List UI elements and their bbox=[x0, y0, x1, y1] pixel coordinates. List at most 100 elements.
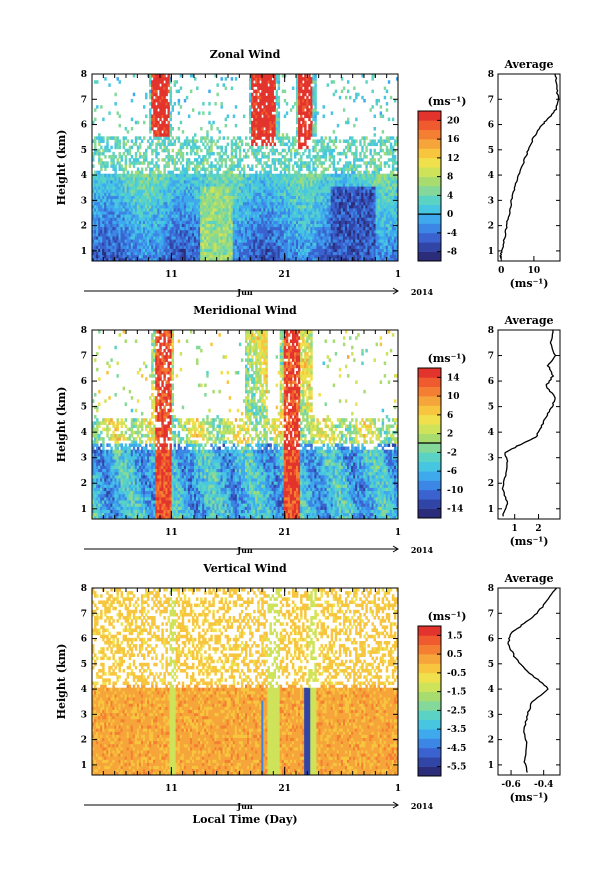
heatmap-cell bbox=[167, 126, 170, 131]
heatmap-cell bbox=[314, 86, 317, 90]
heatmap-cell bbox=[324, 173, 327, 178]
heatmap-cell bbox=[257, 248, 260, 253]
heatmap-cell bbox=[100, 257, 103, 261]
heatmap-cell bbox=[251, 80, 254, 84]
heatmap-cell bbox=[306, 189, 309, 193]
heatmap-cell bbox=[234, 179, 238, 184]
heatmap-cell bbox=[92, 248, 95, 253]
heatmap-cell bbox=[287, 167, 291, 172]
heatmap-cell bbox=[102, 151, 105, 156]
heatmap-cell bbox=[173, 223, 177, 228]
heatmap-cell bbox=[163, 77, 166, 81]
heatmap-cell bbox=[177, 217, 181, 221]
heatmap-cell bbox=[306, 130, 309, 134]
heatmap-cell bbox=[230, 236, 234, 240]
heatmap-cell bbox=[269, 251, 272, 256]
heatmap-cell bbox=[312, 145, 315, 150]
heatmap-cell bbox=[163, 204, 166, 209]
heatmap-cell bbox=[338, 198, 342, 203]
heatmap-cell bbox=[130, 214, 134, 218]
heatmap-cell bbox=[183, 179, 187, 184]
heatmap-cell bbox=[100, 236, 103, 240]
heatmap-cell bbox=[94, 239, 97, 243]
heatmap-cell bbox=[281, 198, 285, 203]
heatmap-cell bbox=[287, 201, 291, 206]
heatmap-cell bbox=[314, 236, 317, 240]
heatmap-cell bbox=[234, 220, 238, 224]
heatmap-cell bbox=[322, 208, 325, 212]
heatmap-cell bbox=[257, 173, 260, 178]
heatmap-cell bbox=[138, 183, 142, 187]
heatmap-cell bbox=[300, 77, 303, 81]
heatmap-cell bbox=[122, 167, 126, 172]
heatmap-cell bbox=[328, 226, 332, 231]
heatmap-cell bbox=[98, 170, 101, 175]
heatmap-cell bbox=[212, 257, 215, 261]
heatmap-cell bbox=[275, 257, 279, 261]
heatmap-cell bbox=[149, 220, 152, 224]
heatmap-cell bbox=[261, 108, 264, 112]
heatmap-cell bbox=[242, 204, 246, 209]
heatmap-cell bbox=[155, 77, 158, 81]
heatmap-cell bbox=[149, 239, 152, 243]
heatmap-cell bbox=[318, 155, 321, 159]
heatmap-cell bbox=[179, 173, 183, 178]
heatmap-cell bbox=[171, 251, 174, 256]
heatmap-cell bbox=[161, 198, 164, 203]
heatmap-cell bbox=[308, 117, 311, 122]
heatmap-cell bbox=[194, 195, 197, 200]
heatmap-cell bbox=[112, 245, 115, 249]
heatmap-cell bbox=[208, 186, 211, 190]
heatmap-cell bbox=[128, 236, 132, 240]
heatmap-cell bbox=[277, 195, 281, 200]
heatmap-cell bbox=[255, 173, 258, 178]
heatmap-cell bbox=[277, 136, 281, 140]
heatmap-cell bbox=[257, 89, 260, 94]
heatmap-cell bbox=[159, 214, 162, 218]
heatmap-cell bbox=[261, 195, 264, 200]
heatmap-cell bbox=[330, 155, 334, 159]
heatmap-cell bbox=[279, 239, 283, 243]
heatmap-cell bbox=[255, 257, 258, 261]
heatmap-cell bbox=[98, 183, 101, 187]
heatmap-cell bbox=[228, 170, 232, 175]
heatmap-cell bbox=[273, 251, 276, 256]
heatmap-cell bbox=[96, 80, 99, 84]
heatmap-cell bbox=[232, 254, 236, 259]
heatmap-cell bbox=[230, 176, 234, 181]
heatmap-cell bbox=[177, 198, 181, 203]
heatmap-cell bbox=[120, 214, 123, 218]
heatmap-cell bbox=[185, 170, 189, 175]
heatmap-cell bbox=[140, 251, 144, 256]
heatmap-cell bbox=[310, 126, 313, 131]
heatmap-cell bbox=[167, 179, 170, 184]
heatmap-cell bbox=[196, 167, 199, 172]
heatmap-cell bbox=[300, 186, 303, 190]
heatmap-cell bbox=[136, 158, 140, 162]
heatmap-cell bbox=[228, 173, 232, 178]
heatmap-cell bbox=[114, 195, 117, 200]
heatmap-cell bbox=[214, 229, 217, 234]
heatmap-cell bbox=[296, 139, 299, 143]
heatmap-cell bbox=[324, 239, 327, 243]
heatmap-cell bbox=[296, 126, 299, 131]
heatmap-cell bbox=[277, 98, 281, 103]
heatmap-cell bbox=[100, 186, 103, 190]
heatmap-cell bbox=[318, 239, 321, 243]
heatmap-cell bbox=[310, 86, 313, 90]
heatmap-cell bbox=[222, 170, 225, 175]
heatmap-cell bbox=[265, 220, 268, 224]
heatmap-cell bbox=[196, 195, 199, 200]
heatmap-cell bbox=[318, 173, 321, 178]
heatmap-cell bbox=[145, 217, 148, 221]
heatmap-cell bbox=[261, 102, 264, 106]
heatmap-cell bbox=[257, 195, 260, 200]
heatmap-cell bbox=[214, 183, 217, 187]
heatmap-cell bbox=[269, 164, 272, 168]
heatmap-cell bbox=[122, 195, 126, 200]
heatmap-cell bbox=[216, 208, 219, 212]
heatmap-cell bbox=[189, 239, 193, 243]
heatmap-cell bbox=[275, 236, 279, 240]
heatmap-cell bbox=[316, 257, 319, 261]
heatmap-cell bbox=[318, 220, 321, 224]
